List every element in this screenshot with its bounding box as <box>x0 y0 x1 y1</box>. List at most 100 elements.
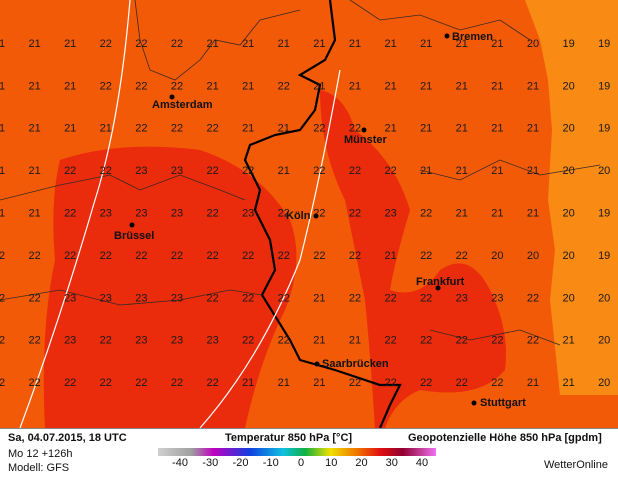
city-label: Stuttgart <box>480 397 526 409</box>
grid-value: 22 <box>171 80 183 92</box>
grid-value: 23 <box>135 165 147 177</box>
grid-value: 19 <box>598 208 610 220</box>
grid-value: 23 <box>64 335 76 347</box>
colorbar-labels: -40 -30 -20 -10 0 10 20 30 40 <box>172 457 428 469</box>
grid-value: 21 <box>313 335 325 347</box>
grid-value: 22 <box>206 165 218 177</box>
grid-value: 22 <box>0 377 5 389</box>
grid-value: 21 <box>420 123 432 135</box>
grid-value: 22 <box>206 123 218 135</box>
grid-value: 22 <box>171 377 183 389</box>
city-dot <box>444 33 450 39</box>
grid-value: 23 <box>384 208 396 220</box>
grid-value: 22 <box>64 377 76 389</box>
grid-value: 22 <box>64 165 76 177</box>
grid-value: 21 <box>0 165 5 177</box>
grid-value: 21 <box>456 165 468 177</box>
grid-value: 22 <box>100 377 112 389</box>
grid-value: 22 <box>456 335 468 347</box>
grid-value: 21 <box>206 80 218 92</box>
grid-value: 21 <box>278 123 290 135</box>
grid-value: 21 <box>64 80 76 92</box>
grid-value: 21 <box>0 123 5 135</box>
grid-value: 21 <box>0 38 5 50</box>
grid-value: 21 <box>242 377 254 389</box>
grid-value: 23 <box>206 335 218 347</box>
city-label: Brüssel <box>114 230 154 242</box>
grid-value: 20 <box>491 250 503 262</box>
grid-value: 22 <box>456 250 468 262</box>
grid-value: 22 <box>100 38 112 50</box>
grid-value: 22 <box>420 377 432 389</box>
grid-value: 21 <box>384 38 396 50</box>
grid-value: 22 <box>313 165 325 177</box>
grid-value: 22 <box>349 123 361 135</box>
grid-value: 21 <box>420 80 432 92</box>
grid-value: 22 <box>100 80 112 92</box>
city-label: Bremen <box>452 31 493 43</box>
grid-value: 22 <box>64 208 76 220</box>
grid-value: 21 <box>0 208 5 220</box>
grid-value: 22 <box>278 292 290 304</box>
grid-value: 22 <box>242 250 254 262</box>
grid-value: 22 <box>100 250 112 262</box>
grid-value: 19 <box>598 80 610 92</box>
grid-value: 23 <box>171 208 183 220</box>
grid-value: 22 <box>28 335 40 347</box>
grid-value: 21 <box>349 80 361 92</box>
city-dot <box>313 213 319 219</box>
grid-value: 22 <box>278 80 290 92</box>
colorbar-label: -20 <box>233 457 249 469</box>
grid-value: 22 <box>456 377 468 389</box>
colorbar-label: 10 <box>325 457 337 469</box>
city-dot <box>471 400 477 406</box>
model: Modell: GFS <box>8 462 69 474</box>
grid-value: 21 <box>562 377 574 389</box>
grid-value: 22 <box>242 335 254 347</box>
city-dot <box>129 222 135 228</box>
city-label: Frankfurt <box>416 276 465 288</box>
grid-value: 22 <box>420 335 432 347</box>
grid-value: 21 <box>28 123 40 135</box>
grid-value: 21 <box>100 123 112 135</box>
grid-value: 22 <box>135 80 147 92</box>
city-dot <box>361 127 367 133</box>
grid-value: 21 <box>28 80 40 92</box>
grid-value: 21 <box>278 165 290 177</box>
parameter: Temperatur 850 hPa [°C] <box>225 432 352 444</box>
colorbar-label: 20 <box>355 457 367 469</box>
grid-value: 22 <box>100 165 112 177</box>
grid-value: 23 <box>135 335 147 347</box>
grid-value: 20 <box>562 208 574 220</box>
contour-label: Geopotenzielle Höhe 850 hPa [gpdm] <box>408 432 602 444</box>
grid-value: 22 <box>206 292 218 304</box>
grid-value: 22 <box>64 250 76 262</box>
grid-value: 21 <box>384 123 396 135</box>
grid-value: 21 <box>420 38 432 50</box>
city-label: Saarbrücken <box>322 358 389 370</box>
grid-value: 19 <box>562 38 574 50</box>
grid-value: 22 <box>278 335 290 347</box>
grid-value: 20 <box>562 80 574 92</box>
grid-value: 20 <box>562 250 574 262</box>
grid-value: 20 <box>598 292 610 304</box>
datetime: Sa, 04.07.2015, 18 UTC <box>8 432 127 444</box>
grid-value: 20 <box>562 123 574 135</box>
city-dot <box>314 361 320 367</box>
city-label: Münster <box>344 134 388 146</box>
grid-value: 21 <box>28 208 40 220</box>
grid-value: 21 <box>349 38 361 50</box>
grid-value: 22 <box>242 292 254 304</box>
city-dot <box>435 285 441 291</box>
grid-value: 22 <box>28 292 40 304</box>
grid-value: 23 <box>100 292 112 304</box>
grid-value: 21 <box>527 165 539 177</box>
grid-value: 22 <box>384 377 396 389</box>
grid-value: 22 <box>206 250 218 262</box>
grid-value: 21 <box>349 335 361 347</box>
grid-value: 21 <box>456 123 468 135</box>
grid-value: 21 <box>491 165 503 177</box>
grid-value: 20 <box>527 38 539 50</box>
grid-value: 23 <box>171 335 183 347</box>
